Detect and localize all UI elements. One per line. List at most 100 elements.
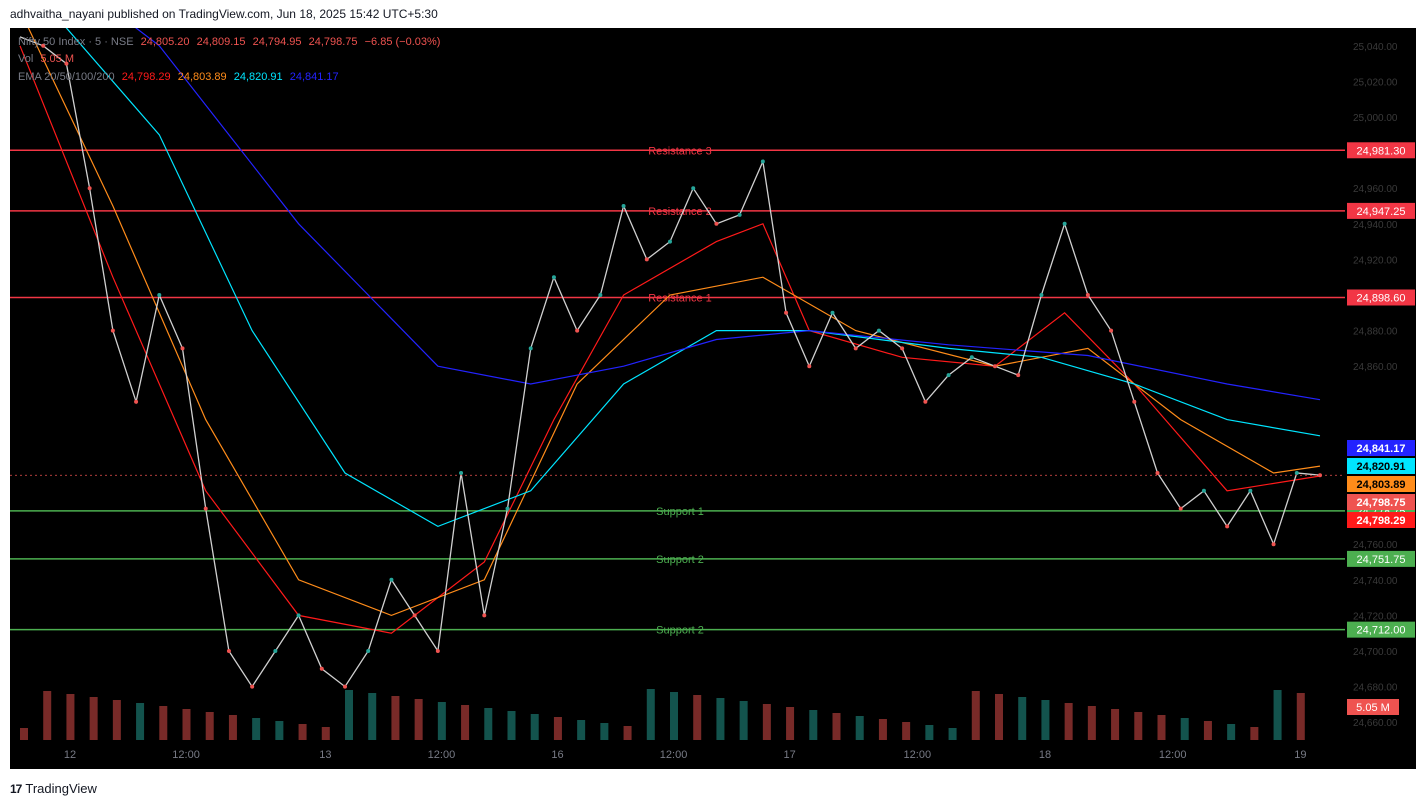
volume-bar xyxy=(995,694,1003,740)
level-name: Resistance 2 xyxy=(648,206,712,218)
volume-bar xyxy=(809,710,818,740)
volume-bar xyxy=(1064,703,1073,740)
price-tag xyxy=(1347,440,1415,456)
price-point xyxy=(760,159,765,164)
level-name: Resistance 1 xyxy=(648,292,712,304)
legend-ema20: 24,798.29 xyxy=(121,71,171,83)
y-tick-label: 24,960.00 xyxy=(1353,184,1398,195)
ema-line-ema200 xyxy=(135,28,1321,401)
level-price-tag xyxy=(1347,142,1415,159)
volume-bar xyxy=(1157,715,1166,740)
x-tick-label: 12:00 xyxy=(904,749,932,761)
legend-ema200: 24,841.17 xyxy=(289,71,339,83)
price-point xyxy=(900,346,905,351)
legend-high: 24,809.15 xyxy=(196,36,246,48)
legend-change: −6.85 (−0.03%) xyxy=(364,36,441,48)
x-tick-label: 16 xyxy=(551,749,563,761)
legend-vol-label: Vol xyxy=(18,53,34,65)
volume-bar xyxy=(1273,690,1282,740)
volume-bar xyxy=(623,726,632,740)
y-tick-label: 25,020.00 xyxy=(1353,77,1398,88)
volume-bar xyxy=(739,701,748,740)
legend-low: 24,794.95 xyxy=(252,36,302,48)
price-point xyxy=(366,649,371,653)
y-tick-label: 24,920.00 xyxy=(1353,255,1398,266)
volume-bar xyxy=(66,694,75,740)
price-point xyxy=(343,684,347,689)
price-line xyxy=(19,36,1321,688)
volume-bar xyxy=(252,718,261,740)
price-point xyxy=(1201,488,1206,493)
price-point xyxy=(946,373,951,378)
price-point xyxy=(528,346,533,351)
level-price-tag xyxy=(1347,550,1415,567)
price-point xyxy=(830,310,835,315)
volume-bar xyxy=(345,690,353,740)
volume-bar xyxy=(902,722,911,740)
volume-bar xyxy=(275,721,284,740)
volume-bar xyxy=(228,715,237,740)
volume-bar xyxy=(484,708,493,740)
price-point xyxy=(226,649,231,653)
footer-brand: 17 TradingView xyxy=(10,781,97,796)
price-point xyxy=(505,506,510,511)
volume-bar xyxy=(1296,693,1305,740)
x-tick-label: 13 xyxy=(319,749,331,761)
price-point xyxy=(691,186,696,191)
price-point xyxy=(876,328,881,333)
price-point xyxy=(110,328,115,333)
x-tick-label: 17 xyxy=(784,749,796,761)
price-point xyxy=(737,212,742,217)
volume-bar xyxy=(530,714,539,740)
level-name: Resistance 3 xyxy=(648,145,712,157)
price-point xyxy=(853,346,858,351)
x-tick-label: 18 xyxy=(1039,749,1051,761)
x-tick-label: 12:00 xyxy=(1159,749,1187,761)
chart-canvas[interactable]: Resistance 3 24,981.30 Resistance 2 24,947.… xyxy=(10,28,1416,769)
volume-bar xyxy=(693,695,702,740)
legend-symbol-row: Nifty 50 Index · 5 · NSE 24,805.20 24,80… xyxy=(18,36,444,48)
legend-ema50: 24,803.89 xyxy=(177,71,227,83)
volume-tag-label: 5.05 M xyxy=(1356,702,1390,714)
y-tick-label: 24,880.00 xyxy=(1353,327,1398,338)
price-point xyxy=(273,649,278,653)
price-point xyxy=(412,613,417,618)
price-point xyxy=(993,364,997,369)
x-tick-label: 12:00 xyxy=(172,749,200,761)
price-point xyxy=(134,399,139,404)
x-tick-label: 12 xyxy=(64,749,76,761)
volume-bar xyxy=(762,704,771,740)
price-point xyxy=(389,577,394,582)
volume-bar xyxy=(971,691,980,740)
level-price-tag xyxy=(1347,621,1415,638)
volume-bar xyxy=(716,698,725,740)
volume-bar xyxy=(182,709,191,740)
x-tick-label: 12:00 xyxy=(660,749,688,761)
volume-bar xyxy=(832,713,841,740)
volume-bar xyxy=(368,693,377,740)
volume-bar xyxy=(437,702,446,740)
volume-bar xyxy=(1250,727,1259,740)
price-point xyxy=(87,186,92,191)
volume-bar xyxy=(136,703,145,740)
volume-bar xyxy=(1111,709,1120,740)
price-point xyxy=(203,506,208,511)
chart-area[interactable]: Resistance 3 24,981.30 Resistance 2 24,947.… xyxy=(10,28,1416,769)
price-point xyxy=(551,275,556,280)
ema-line-ema20 xyxy=(19,45,1321,634)
price-point xyxy=(1016,373,1021,378)
y-tick-label: 25,040.00 xyxy=(1353,42,1398,53)
legend-open: 24,805.20 xyxy=(140,36,190,48)
level-price-label: 24,947.25 xyxy=(1357,206,1406,218)
legend-volume-row: Vol 5.05 M xyxy=(18,53,78,65)
price-point xyxy=(575,328,580,333)
volume-bar xyxy=(43,691,52,740)
legend-close: 24,798.75 xyxy=(308,36,358,48)
price-point xyxy=(714,221,719,226)
volume-bar xyxy=(298,724,307,740)
price-point xyxy=(1178,506,1183,511)
price-point xyxy=(1271,542,1276,547)
price-point xyxy=(1248,488,1253,493)
volume-bar xyxy=(878,719,887,740)
volume-bar xyxy=(112,700,121,740)
